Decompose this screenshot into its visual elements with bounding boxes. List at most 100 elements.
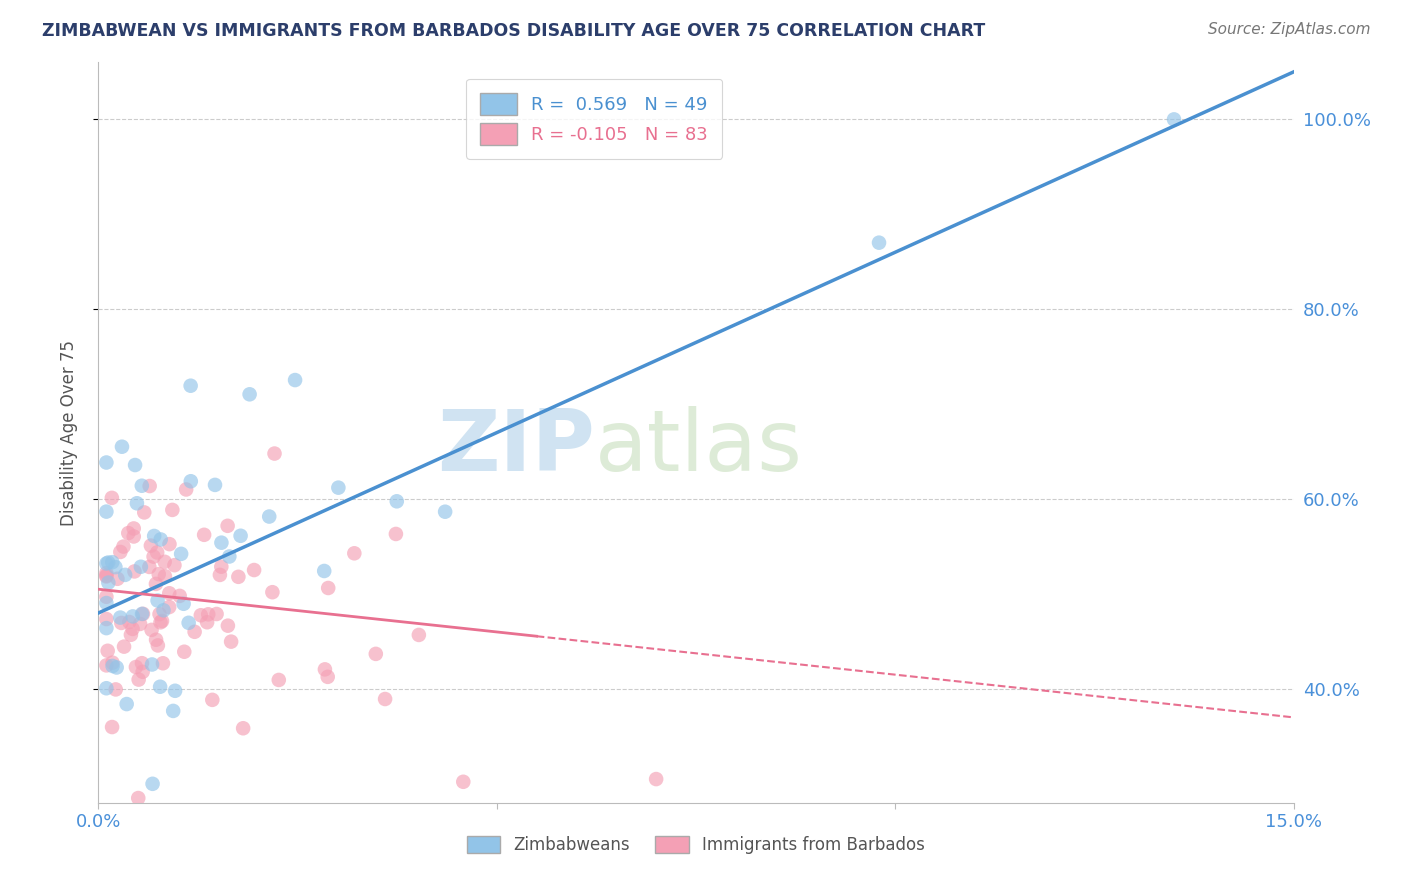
Point <box>218 549 240 564</box>
Point <box>284 373 307 387</box>
Point <box>131 665 153 679</box>
Point <box>229 529 252 543</box>
Point <box>131 479 153 493</box>
Point <box>96 566 118 581</box>
Point <box>96 456 118 470</box>
Point <box>159 537 181 551</box>
Point <box>183 624 205 639</box>
Point <box>111 440 134 454</box>
Point <box>138 479 160 493</box>
Point <box>131 607 153 621</box>
Point <box>209 559 232 574</box>
Point <box>142 777 165 791</box>
Point <box>174 483 197 497</box>
Point <box>243 563 266 577</box>
Point <box>122 529 145 543</box>
Point <box>101 656 124 670</box>
Point <box>314 564 336 578</box>
Point <box>138 560 160 574</box>
Point <box>107 572 129 586</box>
Point <box>149 615 172 630</box>
Point <box>96 568 118 582</box>
Point <box>101 491 124 505</box>
Point <box>97 556 120 570</box>
Point <box>173 597 195 611</box>
Point <box>190 608 212 623</box>
Point <box>162 704 184 718</box>
Point <box>104 560 127 574</box>
Point <box>96 596 118 610</box>
Point <box>149 680 172 694</box>
Point <box>110 610 132 624</box>
Point <box>134 505 156 519</box>
Point <box>152 657 174 671</box>
Point <box>267 673 290 687</box>
Point <box>124 565 146 579</box>
Point <box>193 528 215 542</box>
Point <box>118 615 141 629</box>
Point <box>434 505 457 519</box>
Point <box>314 662 336 676</box>
Point <box>101 720 124 734</box>
Point <box>170 547 193 561</box>
Point <box>257 509 280 524</box>
Point <box>146 593 169 607</box>
Point <box>209 535 232 549</box>
Point <box>205 607 228 621</box>
Point <box>101 555 124 569</box>
Point <box>131 656 153 670</box>
Point <box>217 618 239 632</box>
Point <box>1163 112 1185 127</box>
Point <box>96 612 118 626</box>
Point <box>121 622 143 636</box>
Point <box>117 526 139 541</box>
Point <box>145 632 167 647</box>
Point <box>208 568 231 582</box>
Point <box>105 660 128 674</box>
Point <box>153 555 176 569</box>
Point <box>150 614 173 628</box>
Point <box>101 659 124 673</box>
Point <box>139 539 162 553</box>
Point <box>96 569 118 583</box>
Point <box>110 615 132 630</box>
Point <box>217 518 239 533</box>
Point <box>868 235 890 250</box>
Point <box>204 478 226 492</box>
Point <box>173 645 195 659</box>
Point <box>96 505 118 519</box>
Point <box>328 481 350 495</box>
Point <box>146 639 169 653</box>
Point <box>110 545 132 559</box>
Point <box>385 527 408 541</box>
Point <box>219 634 242 648</box>
Point <box>195 615 218 630</box>
Point <box>153 569 176 583</box>
Point <box>453 774 475 789</box>
Point <box>263 446 285 460</box>
Point <box>120 628 142 642</box>
Point <box>177 615 200 630</box>
Point <box>97 644 120 658</box>
Point <box>96 681 118 696</box>
Point <box>180 475 202 489</box>
Point <box>125 660 148 674</box>
Point <box>180 378 202 392</box>
Point <box>197 607 219 622</box>
Point <box>127 791 149 805</box>
Point <box>239 387 262 401</box>
Point <box>385 494 408 508</box>
Point <box>364 647 387 661</box>
Point <box>132 607 155 621</box>
Point <box>125 496 148 510</box>
Text: atlas: atlas <box>595 406 803 489</box>
Text: ZIP: ZIP <box>437 406 595 489</box>
Point <box>122 521 145 535</box>
Point <box>143 529 166 543</box>
Y-axis label: Disability Age Over 75: Disability Age Over 75 <box>59 340 77 525</box>
Point <box>96 621 118 635</box>
Legend: Zimbabweans, Immigrants from Barbados: Zimbabweans, Immigrants from Barbados <box>460 830 932 861</box>
Point <box>129 616 152 631</box>
Point <box>645 772 668 786</box>
Point <box>142 549 165 564</box>
